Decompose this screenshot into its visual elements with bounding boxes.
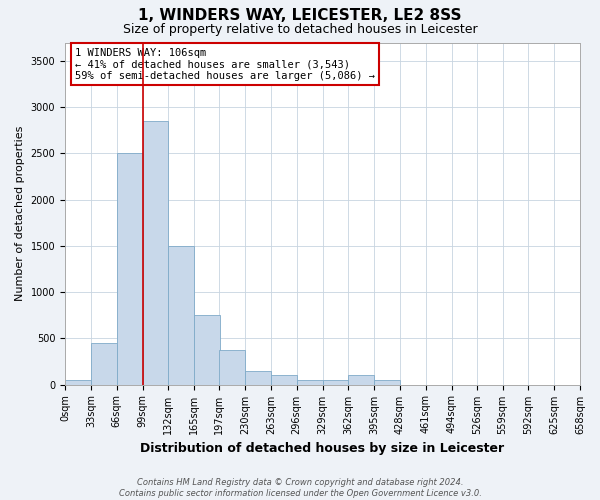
Bar	[323, 380, 349, 384]
Bar	[271, 376, 296, 384]
Bar	[116, 154, 143, 384]
Text: Size of property relative to detached houses in Leicester: Size of property relative to detached ho…	[122, 22, 478, 36]
Bar	[349, 376, 374, 384]
X-axis label: Distribution of detached houses by size in Leicester: Distribution of detached houses by size …	[140, 442, 505, 455]
Bar	[296, 380, 323, 384]
Bar	[219, 350, 245, 384]
Text: Contains HM Land Registry data © Crown copyright and database right 2024.
Contai: Contains HM Land Registry data © Crown c…	[119, 478, 481, 498]
Text: 1, WINDERS WAY, LEICESTER, LE2 8SS: 1, WINDERS WAY, LEICESTER, LE2 8SS	[138, 8, 462, 22]
Bar	[194, 315, 220, 384]
Y-axis label: Number of detached properties: Number of detached properties	[15, 126, 25, 301]
Bar	[169, 246, 194, 384]
Bar	[245, 370, 271, 384]
Bar	[143, 121, 169, 384]
Bar	[374, 380, 400, 384]
Text: 1 WINDERS WAY: 106sqm
← 41% of detached houses are smaller (3,543)
59% of semi-d: 1 WINDERS WAY: 106sqm ← 41% of detached …	[76, 48, 376, 81]
Bar	[91, 343, 116, 384]
Bar	[65, 380, 91, 384]
